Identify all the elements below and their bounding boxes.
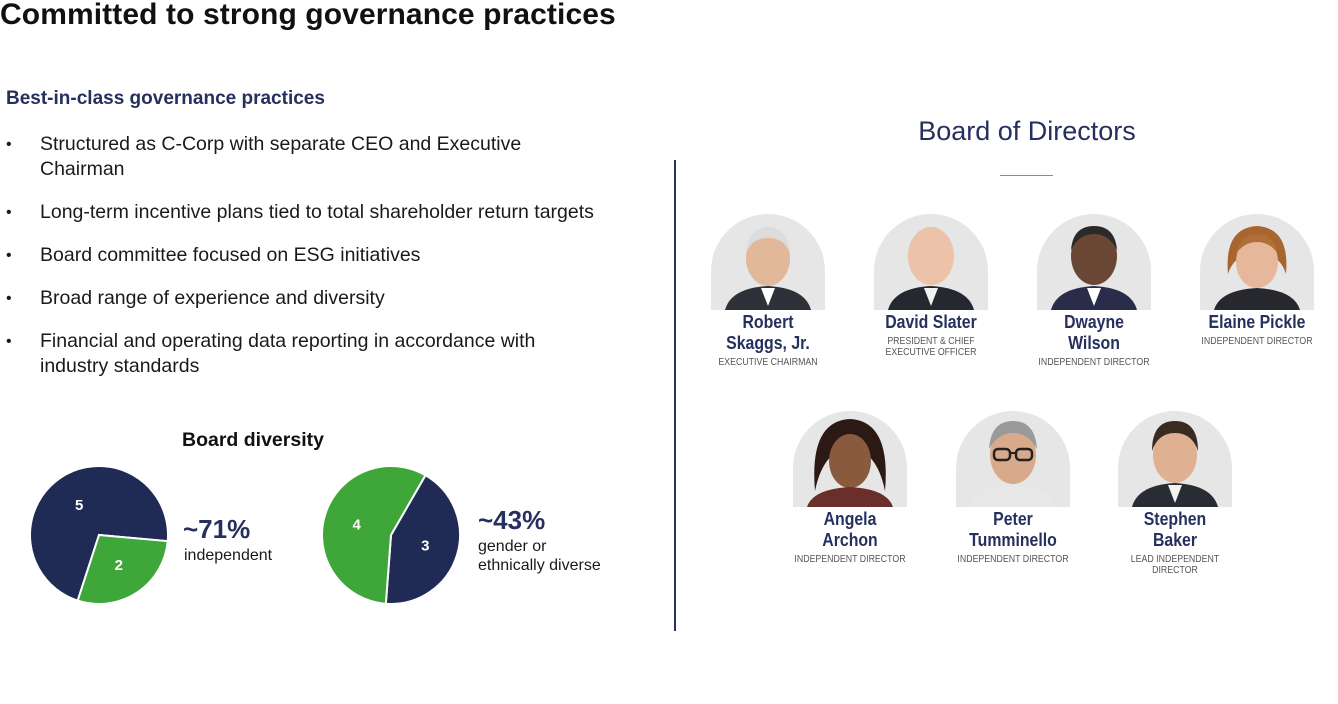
portrait-icon (725, 227, 811, 310)
director-name: Stephen Baker (1143, 509, 1207, 550)
portrait-icon (1132, 421, 1218, 507)
director-photo (874, 214, 988, 310)
diversity-pie-chart: 34 (321, 465, 461, 605)
portrait-icon (1214, 226, 1300, 310)
director-card: Elaine Pickle INDEPENDENT DIRECTOR (1167, 214, 1338, 347)
practice-text: Structured as C-Corp with separate CEO a… (40, 133, 522, 180)
bullet-marker: • (6, 290, 12, 307)
practice-text: Board committee focused on ESG initiativ… (40, 244, 421, 266)
director-photo (711, 214, 825, 310)
pie-slice (384, 473, 461, 605)
director-name: Robert Skaggs, Jr. (726, 312, 810, 353)
practice-item: • Structured as C-Corp with separate CEO … (6, 132, 606, 182)
practice-text: Long-term incentive plans tied to total … (40, 201, 594, 223)
board-title-rule (1000, 175, 1053, 176)
practice-item: • Board committee focused on ESG initiati… (6, 243, 606, 268)
director-card: Dwayne Wilson INDEPENDENT DIRECTOR (1004, 214, 1184, 368)
director-role: LEAD INDEPENDENT DIRECTOR (1130, 554, 1220, 576)
director-name: David Slater (885, 312, 977, 332)
pie-slice (29, 465, 169, 602)
director-card: Angela Archon INDEPENDENT DIRECTOR (760, 411, 940, 565)
director-name: Angela Archon (822, 509, 878, 550)
practice-list: • Structured as C-Corp with separate CEO … (6, 132, 606, 397)
director-name: Elaine Pickle (1208, 312, 1306, 332)
practice-text: Broad range of experience and diversity (40, 287, 385, 309)
director-card: Robert Skaggs, Jr. EXECUTIVE CHAIRMAN (678, 214, 858, 368)
director-role: INDEPENDENT DIRECTOR (957, 554, 1069, 565)
director-role: PRESIDENT & CHIEF EXECUTIVE OFFICER (885, 336, 977, 358)
independent-stat: ~71% (183, 514, 251, 544)
portrait-icon (888, 227, 974, 310)
independent-label: independent (184, 547, 273, 564)
diverse-stat: ~43% (478, 505, 546, 535)
section-subtitle: Best-in-class governance practices (6, 88, 325, 109)
pie-slice-label: 2 (115, 557, 123, 574)
director-role: INDEPENDENT DIRECTOR (1038, 357, 1150, 368)
pie-slice-label: 5 (75, 497, 83, 514)
pie-slice (321, 465, 427, 605)
director-name: Dwayne Wilson (1064, 312, 1124, 353)
bullet-marker: • (6, 204, 12, 221)
director-photo (793, 411, 907, 507)
practice-text: Financial and operating data reporting i… (40, 330, 536, 377)
pie-slice-label: 4 (353, 516, 362, 533)
bullet-marker: • (6, 136, 12, 153)
practice-item: • Financial and operating data reporting … (6, 329, 606, 379)
bullet-marker: • (6, 247, 12, 264)
director-card: Stephen Baker LEAD INDEPENDENT DIRECTOR (1085, 411, 1265, 576)
independent-pie-chart: 52 (29, 465, 169, 605)
portrait-icon (970, 421, 1056, 507)
practice-item: • Broad range of experience and diversity (6, 286, 606, 311)
pie-slice-label: 3 (421, 538, 429, 555)
page-title: Committed to strong governance practices (0, 0, 616, 31)
bullet-marker: • (6, 333, 12, 350)
board-title: Board of Directors (918, 116, 1136, 146)
director-role: INDEPENDENT DIRECTOR (794, 554, 906, 565)
director-role: EXECUTIVE CHAIRMAN (718, 357, 818, 368)
director-card: Peter Tumminello INDEPENDENT DIRECTOR (923, 411, 1103, 565)
director-photo (1200, 214, 1314, 310)
board-diversity-title: Board diversity (182, 429, 324, 451)
director-card: David Slater PRESIDENT & CHIEF EXECUTIVE… (841, 214, 1021, 358)
practice-item: • Long-term incentive plans tied to total… (6, 200, 606, 225)
pie-slice (76, 533, 169, 605)
director-photo (1118, 411, 1232, 507)
director-name: Peter Tumminello (969, 509, 1057, 550)
director-photo (956, 411, 1070, 507)
director-photo (1037, 214, 1151, 310)
portrait-icon (807, 419, 893, 507)
director-role: INDEPENDENT DIRECTOR (1201, 336, 1313, 347)
section-divider (674, 160, 676, 631)
diverse-label-line1: gender or (478, 538, 547, 555)
portrait-icon (1051, 226, 1137, 310)
diverse-label-line2: ethnically diverse (478, 557, 601, 574)
